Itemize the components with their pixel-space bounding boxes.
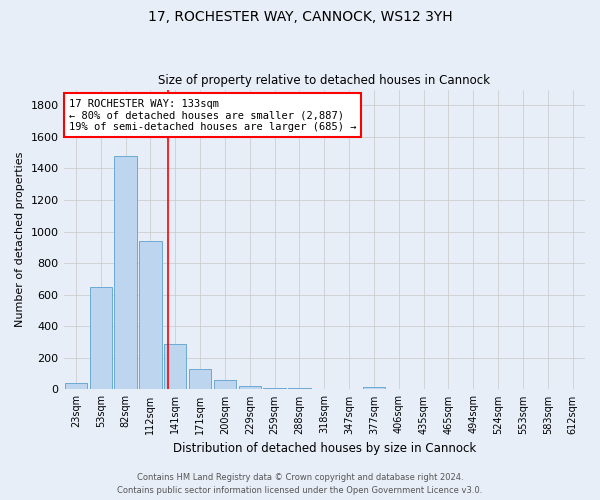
Bar	[313, 388, 335, 390]
Bar	[288, 388, 311, 390]
Bar	[65, 384, 87, 390]
Text: 17, ROCHESTER WAY, CANNOCK, WS12 3YH: 17, ROCHESTER WAY, CANNOCK, WS12 3YH	[148, 10, 452, 24]
Text: Contains HM Land Registry data © Crown copyright and database right 2024.
Contai: Contains HM Land Registry data © Crown c…	[118, 474, 482, 495]
Y-axis label: Number of detached properties: Number of detached properties	[15, 152, 25, 327]
Bar	[164, 344, 187, 390]
Bar	[363, 386, 385, 390]
Bar	[263, 388, 286, 390]
Text: 17 ROCHESTER WAY: 133sqm
← 80% of detached houses are smaller (2,887)
19% of sem: 17 ROCHESTER WAY: 133sqm ← 80% of detach…	[69, 98, 356, 132]
Bar	[239, 386, 261, 390]
Bar	[139, 241, 161, 390]
Bar	[189, 369, 211, 390]
Bar	[115, 156, 137, 390]
Title: Size of property relative to detached houses in Cannock: Size of property relative to detached ho…	[158, 74, 490, 87]
Bar	[89, 287, 112, 390]
Bar	[214, 380, 236, 390]
X-axis label: Distribution of detached houses by size in Cannock: Distribution of detached houses by size …	[173, 442, 476, 455]
